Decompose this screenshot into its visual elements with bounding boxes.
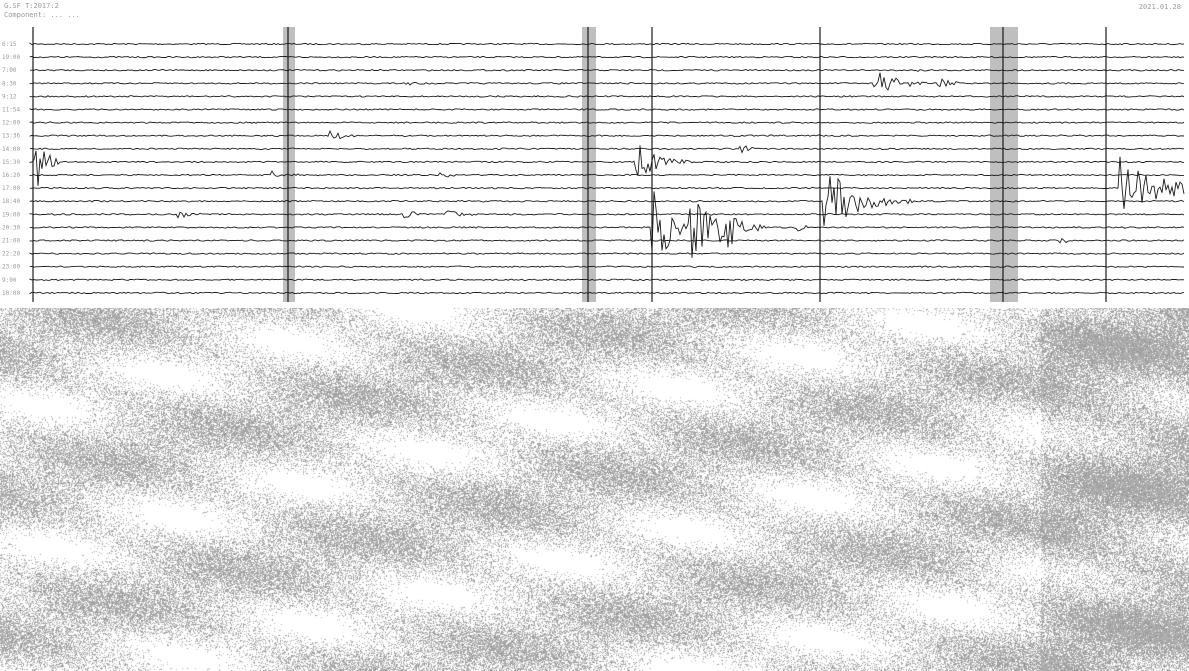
trace-row [29, 145, 1185, 186]
row-label: 17:00 [2, 185, 20, 192]
data-gap-bar [582, 27, 596, 302]
row-label: 7:00 [2, 67, 17, 74]
row-label: 19:00 [2, 54, 20, 61]
trace-row [29, 170, 1185, 178]
helicorder-plot: 6:15 19:00 7:00 8:30 9:12 11:54 12:00 13:36 14:0… [2, 27, 1185, 302]
row-label: 6:15 [2, 41, 17, 48]
trace-row [29, 42, 1185, 46]
row-label: 12:00 [2, 120, 20, 127]
row-label: 9:12 [2, 93, 17, 100]
row-label: 10:00 [2, 290, 20, 297]
row-label: 18:40 [2, 198, 20, 205]
scan-noise-area [0, 308, 1189, 671]
row-label: 23:00 [2, 264, 20, 271]
trace-row [29, 108, 1185, 111]
row-label: 15:30 [2, 159, 20, 166]
trace-row [29, 129, 1185, 140]
trace-row [29, 121, 1185, 124]
row-label: 9:00 [2, 277, 17, 284]
row-label: 19:00 [2, 211, 20, 218]
row-label: 13:36 [2, 133, 20, 140]
trace-row [29, 237, 1185, 244]
trace-row [29, 156, 1185, 209]
trace-row [30, 68, 1185, 73]
trace-row [29, 145, 1184, 154]
trace-row [29, 252, 1185, 255]
chart-date: 2021.01.28 [1138, 3, 1181, 11]
trace-row [29, 176, 1185, 226]
trace-row [29, 55, 1185, 59]
row-label: 22:20 [2, 251, 20, 258]
trace-row [29, 72, 1185, 91]
info-line: Component: ... ... [4, 11, 80, 19]
trace-row [29, 210, 1185, 219]
data-gap-bar [990, 27, 1018, 302]
station-line: G.SF T:2017:2 [4, 2, 59, 10]
row-label: 21:00 [2, 238, 20, 245]
trace-row [29, 191, 1185, 258]
row-label: 11:54 [2, 107, 20, 114]
trace-row [29, 95, 1185, 98]
row-label: 20:30 [2, 224, 20, 231]
chart-header: G.SF T:2017:2 Component: ... ... [4, 2, 80, 20]
row-label: 14:00 [2, 146, 20, 153]
row-label: 8:30 [2, 80, 17, 87]
trace-row [29, 291, 1185, 295]
trace-row [29, 278, 1185, 282]
trace-row [29, 265, 1184, 268]
row-label: 16:20 [2, 172, 20, 179]
data-gap-bar [283, 27, 295, 302]
